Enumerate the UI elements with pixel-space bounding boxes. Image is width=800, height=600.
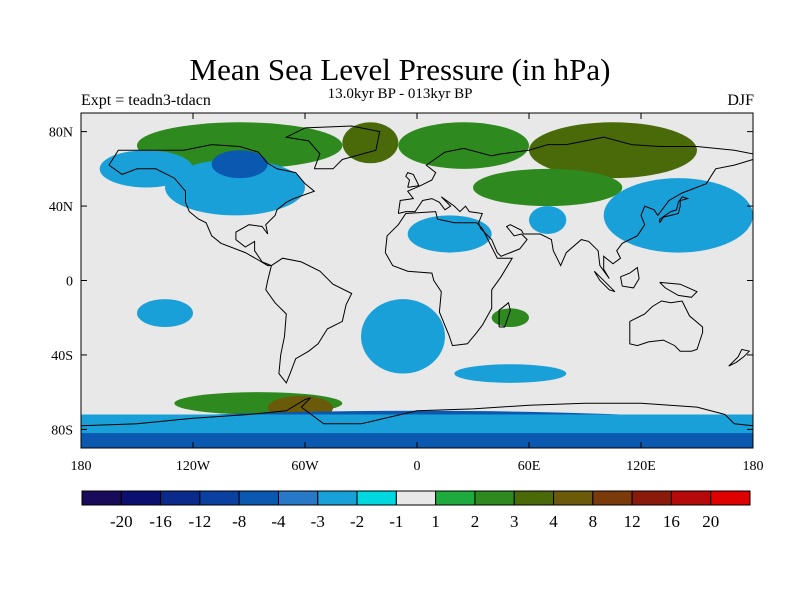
coastline <box>405 171 420 188</box>
anomaly-region <box>473 168 623 207</box>
coastline <box>284 125 381 170</box>
colorbar-label: 1 <box>431 512 440 531</box>
coastline <box>593 270 616 293</box>
experiment-label: Expt = teadn3-tdacn <box>81 92 211 109</box>
coastline <box>728 348 751 367</box>
coastline <box>659 281 698 298</box>
colorbar-label: 16 <box>663 512 680 531</box>
coastline <box>108 144 316 267</box>
coastlines <box>80 125 754 427</box>
lon-tick-label: 60E <box>518 459 541 474</box>
lon-tick-label: 120E <box>626 459 656 474</box>
colorbar-swatch <box>435 490 476 506</box>
colorbar-swatch <box>670 490 712 506</box>
colorbar-swatch <box>238 490 279 506</box>
colorbar-label: 4 <box>549 512 558 531</box>
colorbar-swatch <box>592 490 633 506</box>
colorbar-swatch <box>395 490 437 506</box>
anomaly-region <box>361 299 445 374</box>
anomaly-region <box>407 215 492 253</box>
colorbar: -20 -16 -12 -8 -4 -3 -2 -1 1 2 3 4 8 12 16 20 <box>81 490 751 531</box>
lon-tick-label: 120W <box>176 459 211 474</box>
colorbar-swatch <box>120 490 162 506</box>
coastline <box>80 397 754 427</box>
lon-tick-label: 0 <box>414 459 421 474</box>
colorbar-label: 3 <box>510 512 519 531</box>
colorbar-swatch <box>356 490 397 506</box>
lon-tick-label: 180 <box>743 459 764 474</box>
anomaly-region <box>137 299 193 328</box>
colorbar-swatch <box>513 490 555 506</box>
antarctic-low-band-inner <box>81 433 753 448</box>
anomaly-region <box>529 122 697 179</box>
colorbar-label: -20 <box>110 512 133 531</box>
anomaly-region <box>211 150 268 179</box>
map-ticks: 80N 40N 0 40S 80S 180 120W 60W 0 60E 120E 180 <box>49 113 764 474</box>
colorbar-swatch <box>160 490 201 506</box>
lat-tick-label: 40N <box>49 200 73 215</box>
lon-tick-label: 60W <box>291 459 319 474</box>
anomaly-region <box>137 122 343 169</box>
coastline <box>659 196 690 224</box>
colorbar-label: -16 <box>149 512 172 531</box>
colorbar-label: -4 <box>271 512 286 531</box>
map-subtitle: 13.0kyr BP - 013kyr BP <box>327 86 473 102</box>
anomaly-region <box>165 159 305 216</box>
map-title: Mean Sea Level Pressure (in hPa) <box>189 52 611 87</box>
anomaly-region <box>398 122 529 169</box>
anomaly-region <box>491 308 529 328</box>
coastline <box>265 257 353 384</box>
colorbar-label: -2 <box>350 512 364 531</box>
colorbar-swatch <box>553 490 594 506</box>
colorbar-swatch <box>710 490 751 506</box>
colorbar-swatch <box>317 490 358 506</box>
lat-tick-label: 40S <box>51 349 73 364</box>
coastline <box>620 266 640 289</box>
map-plot-area <box>81 113 753 448</box>
coastline <box>629 300 704 352</box>
anomaly-region <box>342 122 399 164</box>
colorbar-label: -8 <box>232 512 246 531</box>
lat-tick-label: 80N <box>49 126 73 141</box>
coastline <box>498 301 511 328</box>
anomaly-region <box>529 206 567 234</box>
colorbar-swatch <box>474 490 515 506</box>
coastline <box>384 211 514 347</box>
colorbar-label: -3 <box>311 512 325 531</box>
colorbar-swatch <box>81 490 122 506</box>
lat-tick-label: 80S <box>51 423 73 438</box>
colorbar-label: 12 <box>624 512 641 531</box>
colorbar-label: -1 <box>389 512 403 531</box>
colorbar-label: 20 <box>702 512 719 531</box>
colorbar-label: 2 <box>471 512 480 531</box>
anomaly-region <box>603 178 753 253</box>
season-label: DJF <box>727 92 754 109</box>
lon-tick-label: 180 <box>71 459 92 474</box>
coastline <box>397 136 754 279</box>
lat-tick-label: 0 <box>66 275 73 290</box>
anomaly-region <box>454 364 567 383</box>
colorbar-swatch <box>277 490 319 506</box>
colorbar-label: -12 <box>189 512 212 531</box>
colorbar-swatch <box>631 490 672 506</box>
colorbar-label: 8 <box>589 512 598 531</box>
colorbar-swatch <box>199 490 240 506</box>
